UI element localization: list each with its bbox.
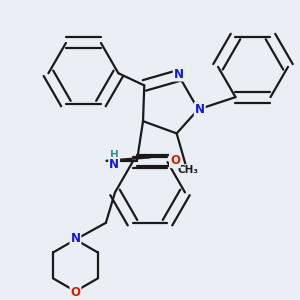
Text: N: N — [195, 103, 205, 116]
Text: N: N — [109, 158, 119, 171]
Text: O: O — [170, 154, 180, 167]
Text: N: N — [174, 68, 184, 80]
Text: N: N — [70, 232, 80, 244]
Text: CH₃: CH₃ — [178, 165, 199, 175]
Text: O: O — [70, 286, 80, 299]
Text: H: H — [110, 150, 118, 160]
